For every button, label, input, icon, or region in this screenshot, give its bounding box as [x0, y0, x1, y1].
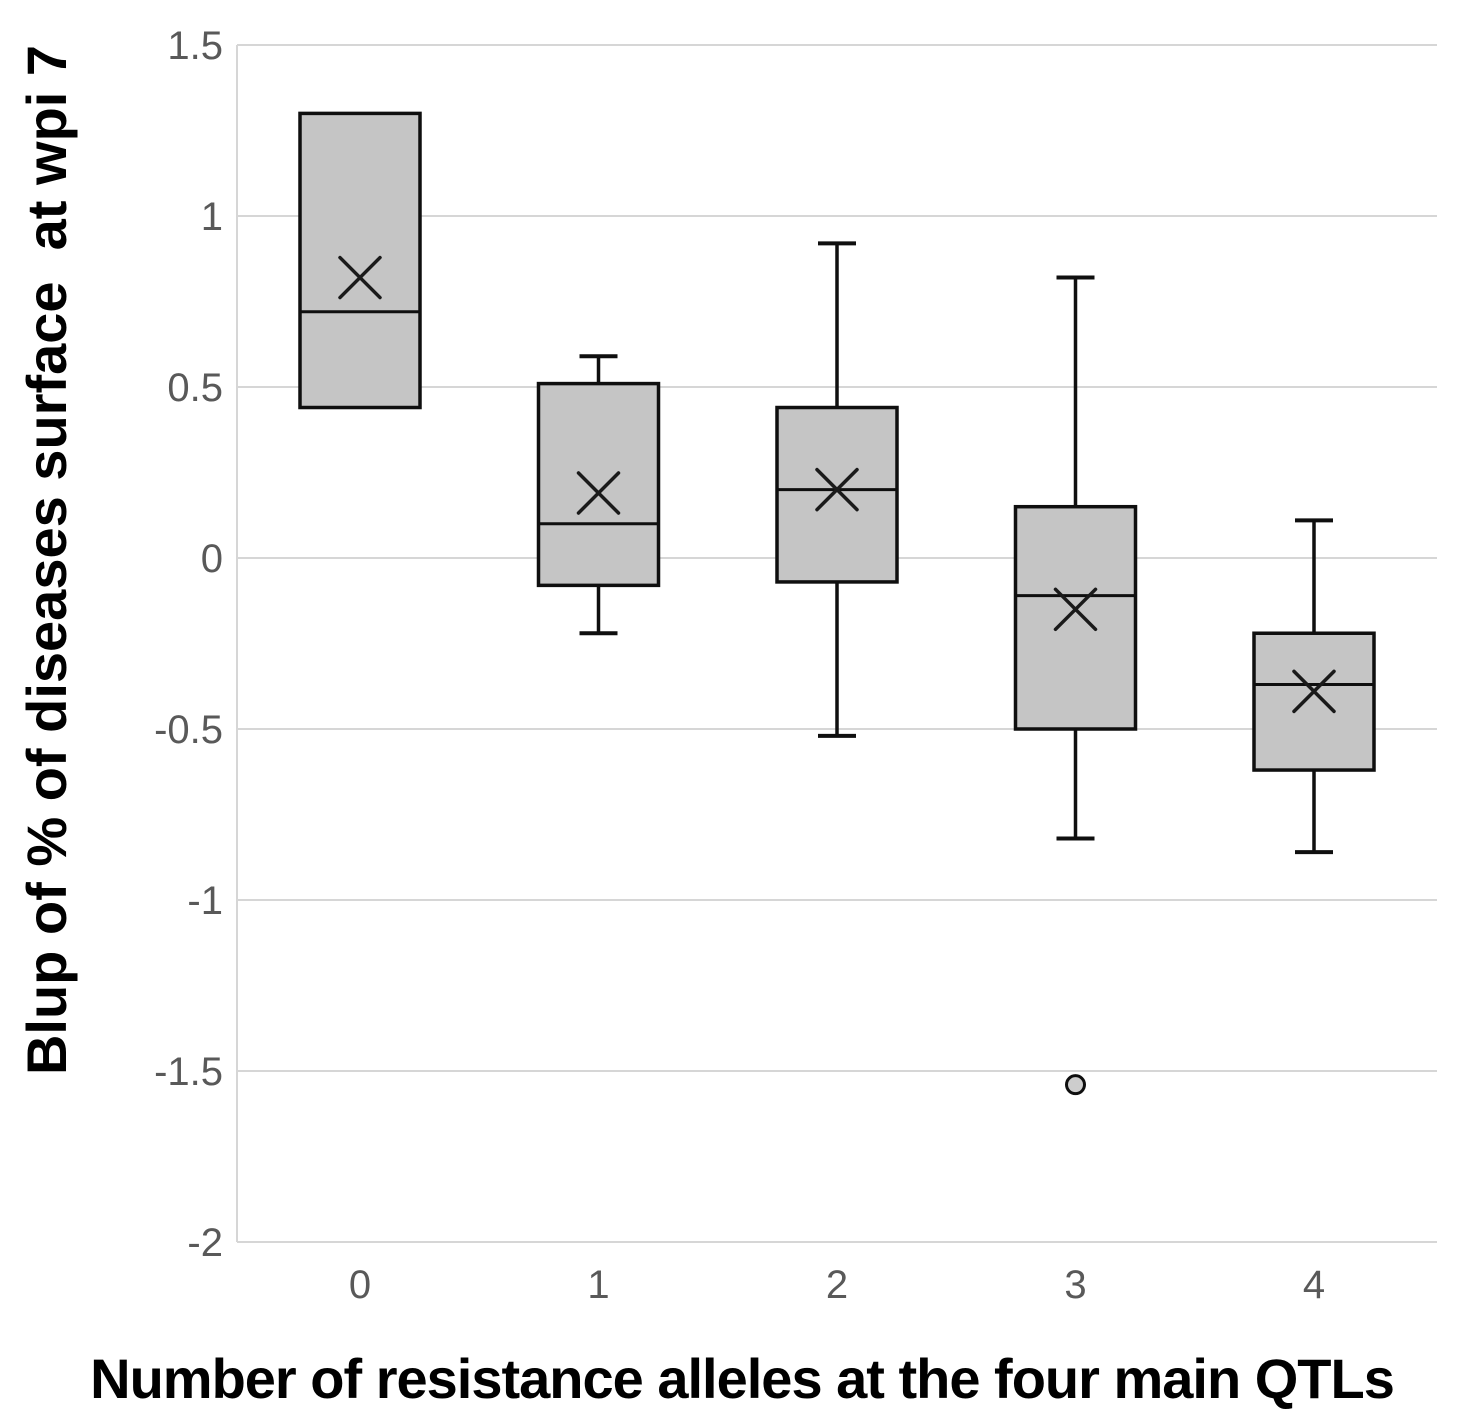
y-tick-label: -0.5 — [154, 708, 223, 752]
x-tick-label: 4 — [1303, 1263, 1325, 1307]
y-tick-label: -1 — [187, 879, 223, 923]
box-group-1 — [536, 354, 661, 636]
x-axis-title: Number of resistance alleles at the four… — [90, 1347, 1394, 1410]
iqr-box — [298, 111, 422, 410]
mean-x-marker — [338, 255, 382, 300]
mean-x-marker — [815, 467, 859, 512]
x-tick-label: 3 — [1064, 1263, 1086, 1307]
x-tick-label: 0 — [349, 1263, 371, 1307]
x-tick-label: 2 — [826, 1263, 848, 1307]
box-group-2 — [775, 241, 899, 738]
iqr-box — [536, 381, 661, 588]
iqr-box — [1013, 504, 1138, 731]
mean-x-marker — [576, 471, 621, 515]
y-tick-label: 0 — [201, 537, 223, 581]
mean-x-marker — [1292, 669, 1336, 714]
y-tick-label: 0.5 — [167, 366, 223, 410]
box-layer — [298, 111, 1376, 1096]
y-tick-label: -2 — [187, 1221, 223, 1265]
mean-x-marker — [1053, 587, 1098, 632]
iqr-box — [1252, 631, 1376, 772]
y-axis-title: Blup of % of diseases surface at wpi 7 — [15, 45, 78, 1075]
tick-label-layer: 1.5 1 0.5 0 -0.5 -1 -1.5 -2 0 1 2 3 4 — [154, 24, 1325, 1307]
box-group-3 — [1013, 275, 1138, 1096]
outlier-point — [1065, 1074, 1086, 1096]
box-group-4 — [1252, 518, 1376, 855]
y-tick-label: -1.5 — [154, 1050, 223, 1094]
box-group-0 — [298, 111, 422, 410]
y-tick-label: 1 — [201, 195, 223, 239]
x-tick-label: 1 — [587, 1263, 609, 1307]
y-tick-label: 1.5 — [167, 24, 223, 68]
iqr-box — [775, 405, 899, 584]
